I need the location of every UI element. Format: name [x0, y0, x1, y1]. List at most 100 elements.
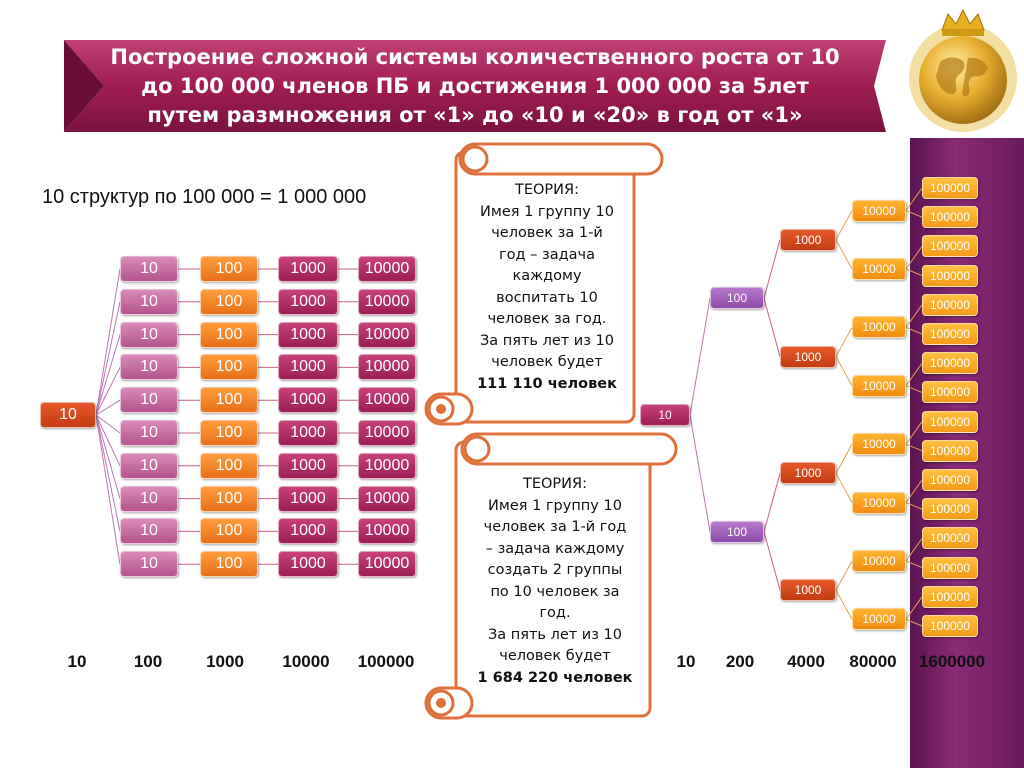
left-node-1000: 1000	[278, 387, 338, 414]
left-node-1000: 1000	[278, 354, 338, 381]
left-node-10000: 10000	[358, 321, 416, 348]
connector-line	[95, 414, 121, 565]
left-node-100: 100	[200, 288, 258, 315]
right-level4-node: 100000	[922, 381, 978, 404]
right-level4-node: 100000	[922, 235, 978, 258]
right-level4-node: 100000	[922, 177, 978, 199]
connector-line	[835, 239, 853, 270]
right-level3-node: 10000	[852, 433, 906, 456]
connector-line	[835, 210, 853, 241]
structures-formula: 10 структур по 100 000 = 1 000 000	[42, 186, 367, 208]
connector-line	[905, 538, 923, 562]
connector-line	[905, 479, 923, 503]
theory-top-line: человек будет	[491, 354, 603, 370]
connector-line	[905, 560, 923, 569]
theory-top-text: ТЕОРИЯ: Имея 1 группу 10 человек за 1-й …	[458, 180, 636, 395]
left-node-10000: 10000	[358, 387, 416, 414]
right-level4-node: 100000	[922, 527, 978, 550]
theory-scroll-bottom	[424, 432, 678, 720]
connector-line	[763, 531, 781, 591]
connector-line	[905, 187, 923, 211]
theory-bottom-line: создать 2 группы	[487, 562, 623, 578]
right-footer-value: 1600000	[918, 652, 986, 671]
theory-top-line: каждому	[512, 268, 582, 284]
left-node-10000: 10000	[358, 288, 416, 315]
connector-line	[905, 596, 923, 620]
left-node-10000: 10000	[358, 485, 416, 512]
theory-bottom-result: 1 684 220 человек	[477, 669, 633, 686]
right-level4-node: 100000	[922, 293, 978, 316]
right-level3-node: 10000	[852, 316, 906, 339]
theory-bottom-text: ТЕОРИЯ: Имея 1 группу 10 человек за 1-й …	[458, 474, 652, 689]
left-node-10: 10	[120, 420, 178, 446]
theory-scroll-top	[424, 142, 664, 426]
page-title: Построение сложной системы количественно…	[110, 44, 840, 127]
gold-globe-crown-icon	[909, 8, 1017, 132]
left-node-1000: 1000	[278, 518, 338, 545]
left-node-100: 100	[200, 387, 258, 414]
right-level4-node: 100000	[922, 410, 978, 433]
connector-line	[95, 414, 121, 532]
connector-line	[689, 298, 711, 416]
theory-bottom-line: год.	[539, 605, 571, 621]
left-node-10000: 10000	[358, 551, 416, 578]
connector-line	[835, 589, 853, 620]
right-level3-node: 10000	[852, 199, 906, 222]
theory-bottom-line: – задача каждому	[485, 540, 625, 557]
connector-line	[905, 326, 923, 335]
right-footer-value: 10	[676, 652, 696, 671]
connector-line	[905, 421, 923, 445]
left-node-1000: 1000	[278, 485, 338, 512]
left-footer-value: 100000	[357, 652, 415, 671]
theory-bottom-line: человек будет	[499, 648, 611, 664]
right-root-node: 10	[640, 404, 690, 426]
right-level4-node: 100000	[922, 469, 978, 491]
connector-line	[835, 560, 853, 591]
theory-top-line: год – задача	[499, 246, 595, 263]
left-footer-value: 1000	[206, 652, 244, 671]
right-level3-node: 10000	[852, 608, 906, 631]
right-level3-node: 10000	[852, 374, 906, 397]
right-level4-node: 100000	[922, 585, 978, 608]
right-level1-node: 100	[710, 520, 764, 543]
left-node-10: 10	[120, 354, 178, 381]
left-root-node: 10	[40, 402, 96, 428]
left-node-10: 10	[120, 485, 178, 512]
theory-top-line: За пять лет из 10	[479, 332, 615, 349]
theory-bottom-line: Имея 1 группу 10	[488, 497, 622, 514]
left-node-10000: 10000	[358, 354, 416, 381]
connector-line	[95, 414, 121, 467]
left-node-10: 10	[120, 387, 178, 414]
left-node-100: 100	[200, 354, 258, 381]
connector-line	[763, 239, 781, 299]
right-level1-node: 100	[710, 287, 764, 310]
left-node-100: 100	[200, 551, 258, 578]
right-level2-node: 1000	[780, 462, 836, 485]
right-level4-node: 100000	[922, 352, 978, 375]
left-node-1000: 1000	[278, 452, 338, 479]
right-level4-node: 100000	[922, 556, 978, 579]
right-level4-node: 100000	[922, 323, 978, 345]
theory-bottom-line: За пять лет из 10	[487, 626, 623, 643]
connector-line	[905, 246, 923, 270]
connector-line	[835, 327, 853, 357]
connector-line	[835, 443, 853, 474]
right-level4-node: 100000	[922, 264, 978, 287]
right-level4-node: 100000	[922, 498, 978, 521]
left-node-10000: 10000	[358, 256, 416, 282]
right-level2-node: 1000	[780, 228, 836, 251]
left-node-10: 10	[120, 256, 178, 282]
left-node-10000: 10000	[358, 452, 416, 479]
left-node-10: 10	[120, 518, 178, 545]
left-node-100: 100	[200, 485, 258, 512]
right-level4-node: 100000	[922, 439, 978, 462]
theory-top-line: человек за 1-й	[491, 225, 603, 241]
left-node-10: 10	[120, 288, 178, 315]
left-node-100: 100	[200, 321, 258, 348]
connector-line	[689, 414, 711, 532]
connector-line	[905, 268, 923, 277]
title-banner	[64, 40, 886, 132]
left-footer-value: 10	[67, 652, 87, 671]
connector-line	[95, 414, 121, 499]
